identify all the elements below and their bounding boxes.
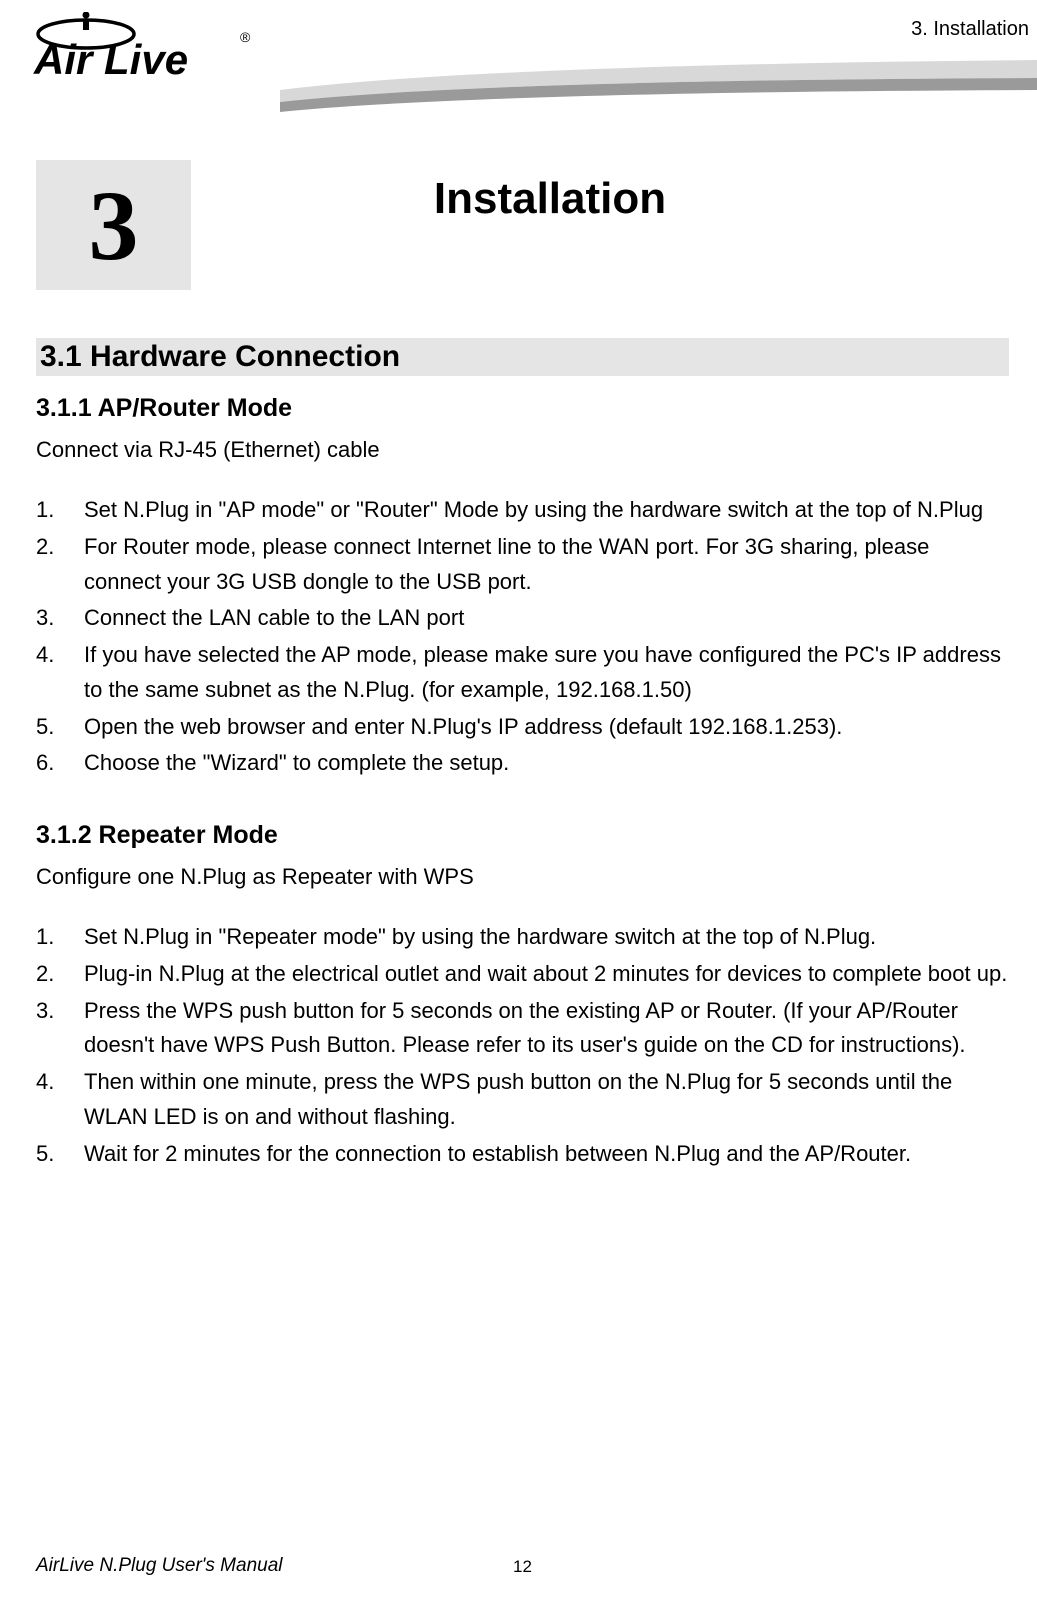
list-text: Choose the "Wizard" to complete the setu… (84, 746, 1009, 781)
list-item: 6. Choose the "Wizard" to complete the s… (36, 746, 1009, 781)
list-repeater: 1. Set N.Plug in "Repeater mode" by usin… (36, 920, 1009, 1171)
section-heading: 3.1 Hardware Connection (36, 338, 1009, 376)
list-text: Then within one minute, press the WPS pu… (84, 1065, 1009, 1135)
page-content: 3 Installation 3.1 Hardware Connection 3… (0, 130, 1037, 1171)
footer-manual-title: AirLive N.Plug User's Manual (36, 1555, 283, 1577)
airlive-logo: Air Live ® (28, 12, 258, 92)
list-text: For Router mode, please connect Internet… (84, 530, 1009, 600)
list-item: 2. For Router mode, please connect Inter… (36, 530, 1009, 600)
list-number: 2. (36, 957, 84, 992)
intro-text-aprouter: Connect via RJ-45 (Ethernet) cable (36, 433, 1009, 467)
svg-text:®: ® (240, 29, 251, 45)
list-text: Press the WPS push button for 5 seconds … (84, 994, 1009, 1064)
list-item: 5. Open the web browser and enter N.Plug… (36, 710, 1009, 745)
header-swoosh-decoration (280, 60, 1037, 130)
page-footer: AirLive N.Plug User's Manual 12 (36, 1555, 1009, 1577)
list-item: 4. If you have selected the AP mode, ple… (36, 638, 1009, 708)
svg-text:Air Live: Air Live (33, 36, 188, 83)
list-number: 4. (36, 1065, 84, 1135)
list-number: 1. (36, 920, 84, 955)
intro-text-repeater: Configure one N.Plug as Repeater with WP… (36, 860, 1009, 894)
list-text: If you have selected the AP mode, please… (84, 638, 1009, 708)
page-number: 12 (513, 1557, 532, 1577)
list-item: 1. Set N.Plug in "AP mode" or "Router" M… (36, 493, 1009, 528)
list-number: 4. (36, 638, 84, 708)
page-header: 3. Installation Air Live ® (0, 0, 1037, 130)
list-number: 2. (36, 530, 84, 600)
list-number: 6. (36, 746, 84, 781)
list-text: Open the web browser and enter N.Plug's … (84, 710, 1009, 745)
list-item: 3. Connect the LAN cable to the LAN port (36, 601, 1009, 636)
subsection-heading-repeater: 3.1.2 Repeater Mode (36, 821, 1009, 850)
list-item: 2. Plug-in N.Plug at the electrical outl… (36, 957, 1009, 992)
list-number: 5. (36, 710, 84, 745)
list-text: Wait for 2 minutes for the connection to… (84, 1137, 1009, 1172)
list-number: 5. (36, 1137, 84, 1172)
list-item: 4. Then within one minute, press the WPS… (36, 1065, 1009, 1135)
list-aprouter: 1. Set N.Plug in "AP mode" or "Router" M… (36, 493, 1009, 781)
list-number: 3. (36, 994, 84, 1064)
list-number: 1. (36, 493, 84, 528)
list-item: 5. Wait for 2 minutes for the connection… (36, 1137, 1009, 1172)
breadcrumb: 3. Installation (911, 18, 1029, 41)
list-text: Plug-in N.Plug at the electrical outlet … (84, 957, 1009, 992)
chapter-number-box: 3 (36, 160, 191, 290)
list-item: 1. Set N.Plug in "Repeater mode" by usin… (36, 920, 1009, 955)
list-text: Set N.Plug in "Repeater mode" by using t… (84, 920, 1009, 955)
list-item: 3. Press the WPS push button for 5 secon… (36, 994, 1009, 1064)
list-text: Connect the LAN cable to the LAN port (84, 601, 1009, 636)
subsection-heading-aprouter: 3.1.1 AP/Router Mode (36, 394, 1009, 423)
chapter-header: 3 Installation (36, 160, 1009, 290)
chapter-title: Installation (191, 160, 1009, 224)
list-number: 3. (36, 601, 84, 636)
list-text: Set N.Plug in "AP mode" or "Router" Mode… (84, 493, 1009, 528)
